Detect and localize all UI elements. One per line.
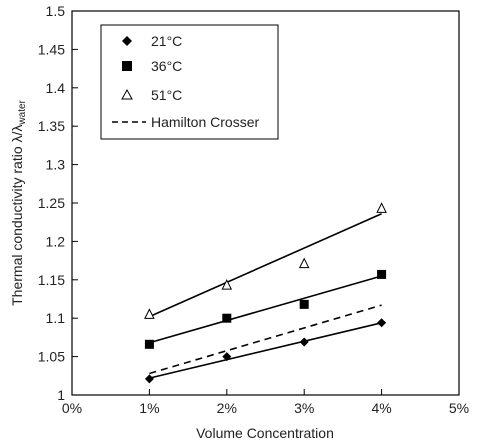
data-point-diamond	[222, 352, 232, 362]
x-tick-label: 5%	[449, 400, 469, 416]
fit-line-series-1	[149, 275, 382, 344]
data-point-triangle	[376, 202, 387, 213]
y-axis-title: Thermal conductivity ratio λ/λwater	[9, 99, 28, 305]
data-point-diamond	[144, 374, 154, 384]
y-tick-label: 1.5	[46, 3, 66, 19]
legend-label-hamilton-crosser: Hamilton Crosser	[151, 114, 259, 130]
legend-marker-square	[122, 61, 132, 71]
y-tick-label: 1	[57, 387, 65, 403]
legend-marker-triangle	[121, 88, 133, 100]
legend: 21°C 36°C 51°C Hamilton Crosser	[100, 24, 279, 140]
x-tick-label: 2%	[217, 400, 237, 416]
y-tick-label: 1.45	[38, 41, 65, 57]
x-tick-label: 0%	[62, 400, 82, 416]
y-tick-label: 1.3	[46, 157, 66, 173]
y-tick-label: 1.1	[46, 310, 66, 326]
data-point-square	[299, 299, 309, 309]
axis-ticks: 0% 1% 2% 3% 4% 5% 1 1.05 1.1 1.15 1.2 1.25 1.3 1.35 1.…	[38, 3, 469, 416]
hamilton-crosser-line	[149, 304, 382, 375]
data-markers	[144, 202, 387, 384]
data-point-square	[222, 313, 232, 323]
x-tick-label: 3%	[294, 400, 314, 416]
legend-box	[100, 24, 279, 140]
data-point-diamond	[299, 337, 309, 347]
legend-marker-diamond	[122, 36, 132, 46]
y-tick-label: 1.35	[38, 118, 65, 134]
fit-line-series-0	[149, 322, 382, 379]
fit-line-series-2	[149, 213, 382, 318]
fit-lines	[149, 213, 382, 379]
y-tick-label: 1.2	[46, 233, 66, 249]
data-point-diamond	[377, 318, 387, 328]
data-point-square	[144, 339, 154, 349]
y-tick-label: 1.05	[38, 349, 65, 365]
y-tick-label: 1.25	[38, 195, 65, 211]
data-point-triangle	[144, 308, 155, 319]
x-axis-title: Volume Concentration	[196, 425, 334, 441]
y-axis-title-main: Thermal conductivity ratio λ/λ	[9, 125, 25, 306]
legend-label-36c: 36°C	[151, 58, 182, 74]
legend-label-51c: 51°C	[151, 87, 182, 103]
x-tick-label: 1%	[139, 400, 159, 416]
x-tick-label: 4%	[371, 400, 391, 416]
data-point-triangle	[298, 257, 310, 269]
y-tick-label: 1.4	[46, 80, 66, 96]
y-axis-title-sub: water	[17, 99, 28, 125]
data-point-square	[377, 269, 387, 279]
data-point-triangle	[221, 279, 233, 290]
y-tick-label: 1.15	[38, 272, 65, 288]
legend-label-21c: 21°C	[151, 33, 182, 49]
